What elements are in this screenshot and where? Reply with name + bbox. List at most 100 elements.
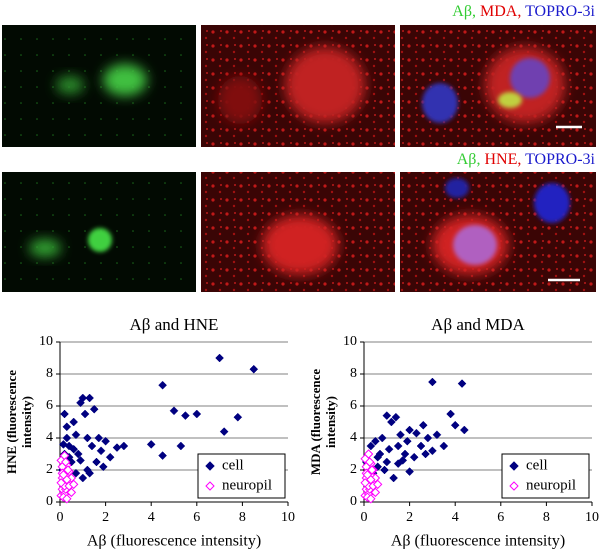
image-blob [262, 215, 338, 275]
image-blob [422, 83, 458, 123]
image-blob [453, 225, 497, 265]
point [405, 425, 414, 435]
legend-label: cell [526, 457, 548, 473]
point [400, 449, 410, 459]
image-blob [218, 76, 262, 124]
point [363, 449, 374, 459]
micrographs [2, 25, 596, 292]
point [87, 441, 97, 451]
point [382, 411, 392, 420]
point [169, 406, 179, 416]
point [66, 487, 77, 498]
point [192, 409, 202, 419]
point [76, 456, 85, 465]
panel-label: Aβ, HNE, TOPRO-3i [457, 151, 596, 168]
point [391, 412, 401, 422]
legend-label: neuropil [222, 477, 272, 493]
point [233, 412, 243, 422]
point [85, 468, 94, 478]
image-blob [510, 58, 550, 98]
y-tick-label: 6 [350, 398, 357, 413]
y-tick-label: 10 [343, 334, 357, 349]
point [396, 430, 405, 440]
y-tick-label: 0 [46, 494, 53, 509]
point [389, 473, 398, 483]
image-blob [498, 92, 522, 108]
x-tick-label: 4 [148, 510, 155, 525]
point [101, 436, 110, 446]
point [416, 441, 426, 451]
point [62, 494, 72, 504]
panel-label-part: TOPRO-3i [525, 3, 595, 20]
y-axis-label: MDA (fluorescenceintensity) [308, 369, 338, 475]
y-axis-label: HNE (fluorescenceintensity) [4, 370, 34, 474]
panel-label-part: MDA, [480, 3, 521, 20]
point [457, 379, 467, 388]
legend-marker [205, 481, 215, 491]
legend-marker [205, 461, 215, 471]
y-tick-label: 10 [39, 334, 53, 349]
point [176, 441, 186, 451]
x-tick-label: 6 [497, 510, 504, 525]
legend-label: cell [222, 457, 244, 473]
point [83, 433, 92, 443]
point [158, 380, 167, 390]
point [68, 479, 79, 490]
x-tick-label: 2 [406, 510, 413, 525]
image-abeta [2, 25, 196, 147]
point [112, 443, 122, 452]
point [249, 364, 259, 374]
point [71, 430, 81, 440]
point [432, 430, 442, 440]
point [423, 433, 433, 443]
panel-label-part: Aβ, [452, 3, 476, 20]
point [98, 462, 108, 472]
point [360, 478, 370, 488]
point [421, 449, 430, 459]
point [364, 457, 375, 467]
point [62, 422, 72, 432]
point [58, 470, 69, 480]
image-blob [534, 183, 570, 223]
y-tick-label: 4 [46, 430, 53, 445]
point [119, 441, 129, 451]
point [439, 441, 449, 451]
point [402, 436, 412, 446]
point [405, 467, 414, 476]
image-blob [445, 178, 469, 198]
point [85, 393, 94, 403]
x-tick-label: 8 [239, 510, 246, 525]
point [60, 409, 69, 419]
point [370, 487, 381, 498]
image-blob [56, 76, 84, 94]
panel-label: Aβ, MDA, TOPRO-3i [452, 3, 595, 20]
point [63, 465, 73, 475]
point [69, 417, 79, 427]
point [371, 436, 380, 446]
point [380, 465, 389, 475]
point [158, 451, 167, 460]
y-tick-label: 0 [350, 494, 357, 509]
point [377, 433, 387, 443]
point [418, 420, 428, 430]
point [366, 494, 376, 504]
legend-marker [509, 481, 519, 491]
x-tick-label: 0 [361, 510, 368, 525]
point [459, 425, 469, 435]
y-tick-label: 8 [350, 366, 357, 381]
point [362, 470, 373, 480]
x-axis-label: Aβ (fluorescence intensity) [87, 533, 261, 550]
point [92, 457, 101, 467]
panel-label-part: TOPRO-3i [525, 151, 595, 168]
point [78, 473, 88, 483]
x-tick-label: 6 [193, 510, 200, 525]
x-tick-label: 10 [281, 510, 295, 525]
x-tick-label: 8 [543, 510, 550, 525]
point [372, 479, 383, 490]
point [446, 409, 455, 419]
image-blob [88, 228, 112, 252]
panel-label-part: HNE, [484, 151, 521, 168]
point [215, 353, 224, 363]
y-tick-label: 6 [46, 398, 53, 413]
